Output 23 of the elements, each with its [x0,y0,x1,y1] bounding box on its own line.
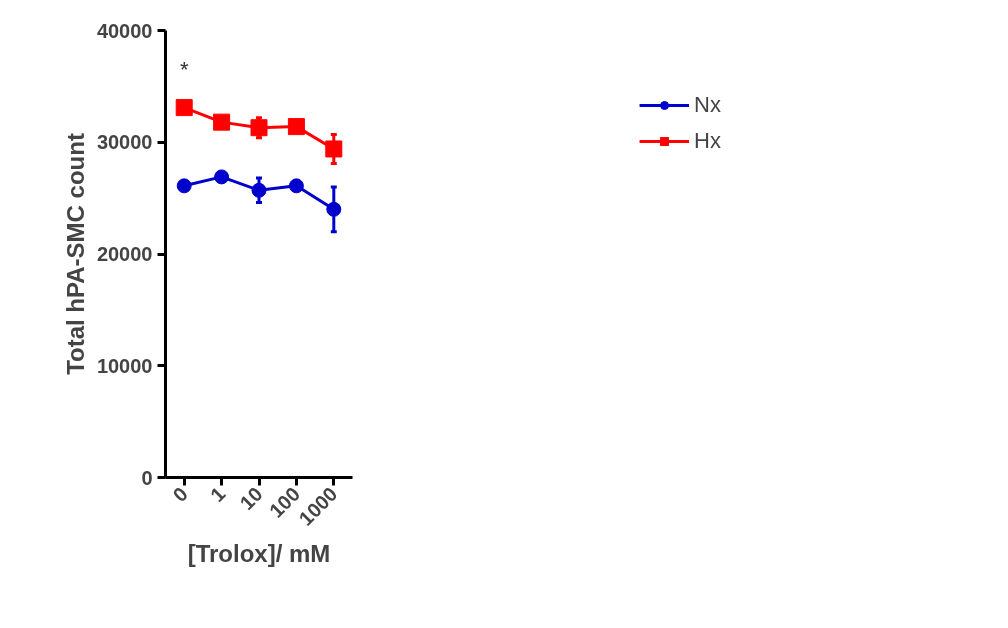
y-tick-label: 40000 [96,19,153,42]
point [214,169,230,185]
point [213,113,231,131]
point [325,140,343,158]
y-tick-label: 0 [141,466,153,489]
annotation: * [179,57,189,83]
x-tick-label: 10 [235,482,267,515]
y-tick-label: 20000 [96,243,153,265]
legend-label: Nx [694,92,721,118]
y-tick-label: 30000 [96,131,153,154]
point [175,99,193,117]
point [288,178,304,194]
x-tick-label: 0 [168,482,192,507]
point [326,201,342,217]
y-axis-title: Total hPA-SMC count [61,133,89,375]
legend-label: Hx [694,128,721,154]
point [250,119,268,137]
y-tick-label: 10000 [96,354,153,377]
x-axis-title: [Trolox]/ mM [187,539,331,567]
point [287,118,305,136]
x-tick-label: 1 [205,482,230,507]
point [251,182,267,198]
point [176,178,192,194]
